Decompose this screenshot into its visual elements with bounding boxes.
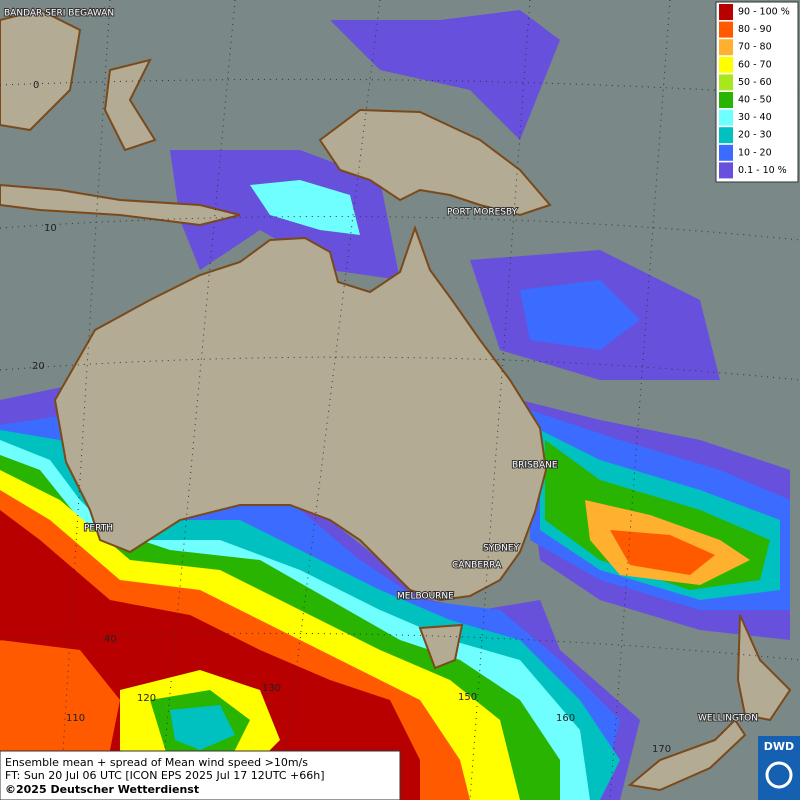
grid-label: 40 xyxy=(104,634,117,645)
logo-swirl xyxy=(765,761,793,789)
legend-swatch xyxy=(719,39,733,56)
legend-swatch xyxy=(719,162,733,179)
place-label: PORT MORESBY xyxy=(447,208,518,218)
grid-label: 110 xyxy=(66,713,85,724)
grid-label: 150 xyxy=(458,692,477,703)
legend: 90 - 100 % 80 - 90 70 - 80 60 - 70 50 - 60 40… xyxy=(715,1,799,183)
probability-area xyxy=(0,510,420,800)
legend-label: 60 - 70 xyxy=(738,59,772,70)
logo-box xyxy=(758,736,800,800)
legend-swatch xyxy=(719,144,733,161)
legend-label: 70 - 80 xyxy=(738,42,772,53)
grid-label: 170 xyxy=(652,744,671,755)
place-label: BRISBANE xyxy=(512,461,558,471)
grid-label: 0 xyxy=(33,80,39,91)
legend-label: 10 - 20 xyxy=(738,147,772,158)
probability-area xyxy=(520,280,640,350)
caption: Ensemble mean + spread of Mean wind spee… xyxy=(0,750,401,800)
lesser-sunda xyxy=(0,183,241,227)
new-zealand-south xyxy=(627,718,747,792)
grid-label: 160 xyxy=(556,713,575,724)
legend-swatch xyxy=(719,21,733,38)
legend-swatch xyxy=(719,109,733,126)
caption-line: FT: Sun 20 Jul 06 UTC [ICON EPS 2025 Jul… xyxy=(5,769,325,782)
legend-swatch xyxy=(719,56,733,73)
place-label: PERTH xyxy=(84,524,113,534)
legend-swatch xyxy=(719,4,733,20)
borneo xyxy=(0,8,82,132)
legend-label: 0.1 - 10 % xyxy=(738,165,787,176)
grid-label: 120 xyxy=(137,693,156,704)
place-label: CANBERRA xyxy=(452,561,502,571)
legend-label: 80 - 90 xyxy=(738,24,772,35)
grid-label: 130 xyxy=(262,683,281,694)
new-zealand-north xyxy=(736,614,792,722)
sulawesi xyxy=(103,58,157,152)
place-label: WELLINGTON xyxy=(698,714,758,724)
legend-swatch xyxy=(719,92,733,108)
caption-box xyxy=(0,750,401,800)
caption-line: ©2025 Deutscher Wetterdienst xyxy=(5,783,199,796)
legend-label: 30 - 40 xyxy=(738,112,772,123)
logo: DWD xyxy=(758,736,800,800)
legend-swatch xyxy=(719,127,733,144)
grid-label: 10 xyxy=(44,223,57,234)
land xyxy=(0,8,792,792)
legend-label: 40 - 50 xyxy=(738,95,772,106)
legend-label: 50 - 60 xyxy=(738,77,772,88)
probability-area xyxy=(250,180,360,235)
probability-area xyxy=(610,530,715,575)
tasmania xyxy=(418,623,464,670)
parallel xyxy=(0,78,800,96)
legend-swatch xyxy=(719,74,733,91)
grid-label: 20 xyxy=(32,361,45,372)
probability-area xyxy=(170,705,235,750)
legend-label: 20 - 30 xyxy=(738,130,772,141)
australia xyxy=(53,224,548,602)
legend-label: 90 - 100 % xyxy=(738,7,790,18)
probability-area xyxy=(330,10,560,140)
caption-line: Ensemble mean + spread of Mean wind spee… xyxy=(5,756,308,769)
place-label: SYDNEY xyxy=(483,544,520,554)
labels: BANDAR SERI BEGAWAN PORT MORESBY BRISBANE P… xyxy=(3,8,759,756)
new-guinea xyxy=(318,108,552,217)
place-label: BANDAR SERI BEGAWAN xyxy=(4,9,114,19)
place-label: MELBOURNE xyxy=(397,592,454,602)
logo-text: DWD xyxy=(764,740,794,753)
